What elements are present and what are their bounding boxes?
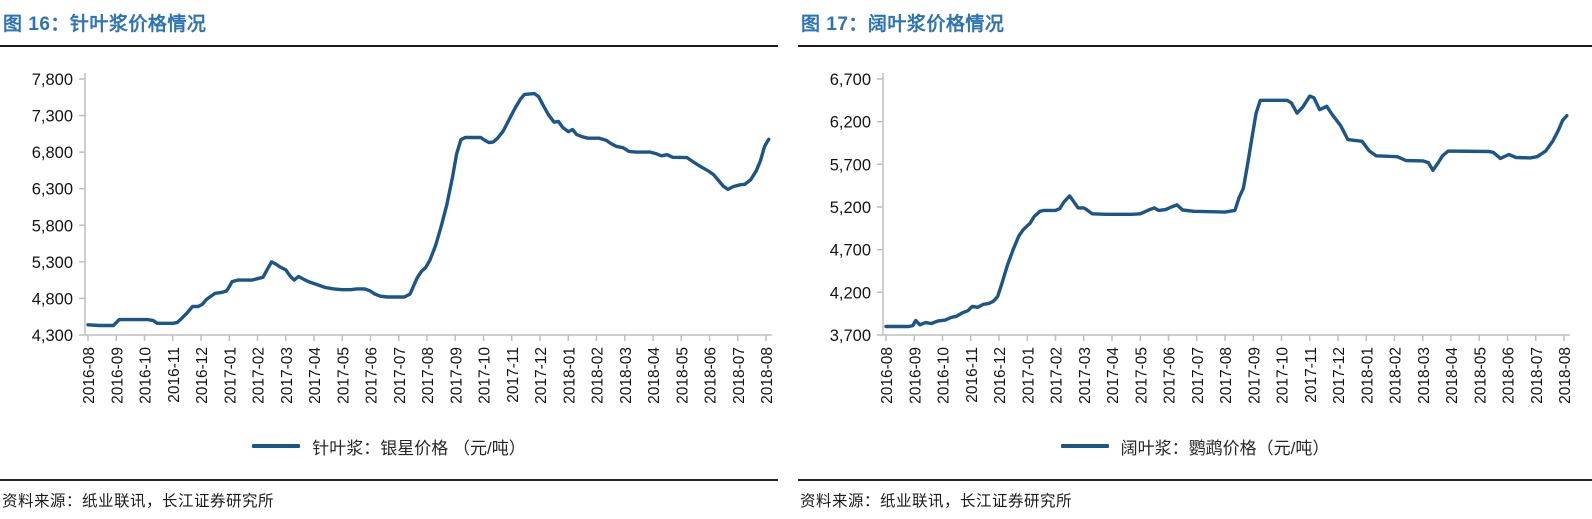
x-tick-label: 2017-05	[1133, 347, 1150, 404]
y-tick-label: 3,700	[830, 327, 871, 345]
x-tick-label: 2018-06	[1501, 347, 1518, 404]
y-tick-label: 7,800	[32, 71, 73, 89]
y-tick-label: 5,700	[830, 156, 871, 174]
x-tick-label: 2017-08	[420, 347, 437, 404]
y-tick-label: 4,800	[32, 290, 73, 308]
x-tick-label: 2017-02	[1049, 347, 1066, 404]
x-tick-label: 2018-06	[703, 347, 720, 404]
figure-16-title: 图 16：针叶浆价格情况	[3, 14, 207, 35]
x-tick-label: 2017-03	[279, 347, 296, 404]
figure-16-source-text: 资料来源：纸业联讯，长江证券研究所	[2, 493, 275, 510]
legend-line-swatch	[1060, 444, 1109, 448]
figure-16-title-rule	[0, 45, 778, 47]
x-tick-label: 2016-11	[166, 347, 183, 403]
x-tick-label: 2018-07	[731, 347, 748, 404]
y-tick-label: 6,300	[32, 181, 73, 199]
x-tick-label: 2016-10	[138, 347, 155, 404]
y-tick-label: 6,700	[830, 71, 871, 89]
x-tick-label: 2018-03	[1416, 347, 1433, 404]
x-tick-label: 2017-10	[477, 347, 494, 404]
x-tick-label: 2017-10	[1275, 347, 1292, 404]
figure-16-source-rule	[0, 479, 778, 481]
x-tick-label: 2017-11	[505, 347, 522, 403]
x-tick-label: 2016-10	[936, 347, 953, 404]
x-tick-label: 2017-07	[1190, 347, 1207, 404]
x-tick-label: 2017-04	[307, 347, 324, 404]
y-tick-label: 4,200	[830, 284, 871, 302]
legend-line-swatch	[252, 444, 301, 448]
x-tick-label: 2016-11	[964, 347, 981, 403]
x-tick-label: 2017-06	[1162, 347, 1179, 404]
y-tick-label: 5,800	[32, 217, 73, 235]
figure-17-legend: 阔叶浆：鹦鹉价格（元/吨）	[798, 433, 1592, 459]
series-line	[884, 94, 1569, 329]
y-tick-label: 6,200	[830, 114, 871, 132]
legend-label: 针叶浆：银星价格 （元/吨）	[312, 438, 526, 458]
y-tick-label: 7,300	[32, 108, 73, 126]
x-tick-label: 2018-07	[1529, 347, 1546, 404]
x-tick-label: 2018-02	[590, 347, 607, 404]
y-tick-label: 4,700	[830, 242, 871, 260]
figure-17-title: 图 17：阔叶浆价格情况	[801, 14, 1005, 35]
x-tick-label: 2018-03	[618, 347, 635, 404]
x-tick-label: 2017-01	[222, 347, 239, 404]
y-tick-label: 6,800	[32, 144, 73, 162]
y-tick-label: 5,300	[32, 254, 73, 272]
figure-16-line-chart: 4,300 4,800 5,300 5,800 6,300 6,800 7,300 7,800…	[32, 71, 776, 404]
x-tick-label: 2018-04	[646, 347, 663, 404]
x-tick-label: 2016-12	[992, 347, 1009, 404]
x-tick-label: 2017-06	[364, 347, 381, 404]
x-tick-label: 2017-12	[1331, 347, 1348, 404]
figure-17-source-rule	[798, 479, 1592, 481]
x-tick-label: 2018-05	[674, 347, 691, 404]
x-tick-label: 2016-08	[81, 347, 98, 404]
x-tick-label: 2017-03	[1077, 347, 1094, 404]
x-tick-label: 2016-09	[907, 347, 924, 404]
x-tick-label: 2018-01	[561, 347, 578, 404]
series-line	[86, 91, 771, 328]
x-tick-label: 2017-09	[1246, 347, 1263, 404]
x-tick-label: 2018-02	[1388, 347, 1405, 404]
x-tick-label: 2017-01	[1020, 347, 1037, 404]
x-tick-label: 2016-09	[109, 347, 126, 404]
figure-16-legend: 针叶浆：银星价格 （元/吨）	[0, 433, 778, 459]
x-tick-label: 2017-12	[533, 347, 550, 404]
legend-label: 阔叶浆：鹦鹉价格（元/吨）	[1120, 438, 1330, 458]
x-tick-label: 2018-01	[1359, 347, 1376, 404]
x-tick-label: 2018-05	[1472, 347, 1489, 404]
x-tick-label: 2017-09	[448, 347, 465, 404]
x-tick-label: 2017-02	[251, 347, 268, 404]
figure-17-title-rule	[798, 45, 1592, 47]
x-tick-label: 2017-07	[392, 347, 409, 404]
x-tick-label: 2017-04	[1105, 347, 1122, 404]
x-tick-label: 2017-05	[335, 347, 352, 404]
x-tick-label: 2016-12	[194, 347, 211, 404]
figure-17-line-chart: 3,700 4,200 4,700 5,200 5,700 6,200 6,700 2016-…	[830, 71, 1574, 404]
x-tick-label: 2018-08	[1557, 347, 1574, 404]
figure-16: 图 16：针叶浆价格情况 4,300 4,800 5,300 5,800 6,300 6,…	[0, 6, 778, 519]
x-tick-label: 2018-04	[1444, 347, 1461, 404]
x-tick-label: 2017-08	[1218, 347, 1235, 404]
y-tick-label: 4,300	[32, 327, 73, 345]
x-tick-label: 2018-08	[759, 347, 776, 404]
x-tick-label: 2017-11	[1303, 347, 1320, 403]
y-tick-label: 5,200	[830, 199, 871, 217]
figure-17: 图 17：阔叶浆价格情况 3,700 4,200 4,700 5,200 5,700 6,…	[798, 6, 1592, 519]
x-tick-label: 2016-08	[879, 347, 896, 404]
figure-17-source-text: 资料来源：纸业联讯，长江证券研究所	[800, 493, 1073, 510]
